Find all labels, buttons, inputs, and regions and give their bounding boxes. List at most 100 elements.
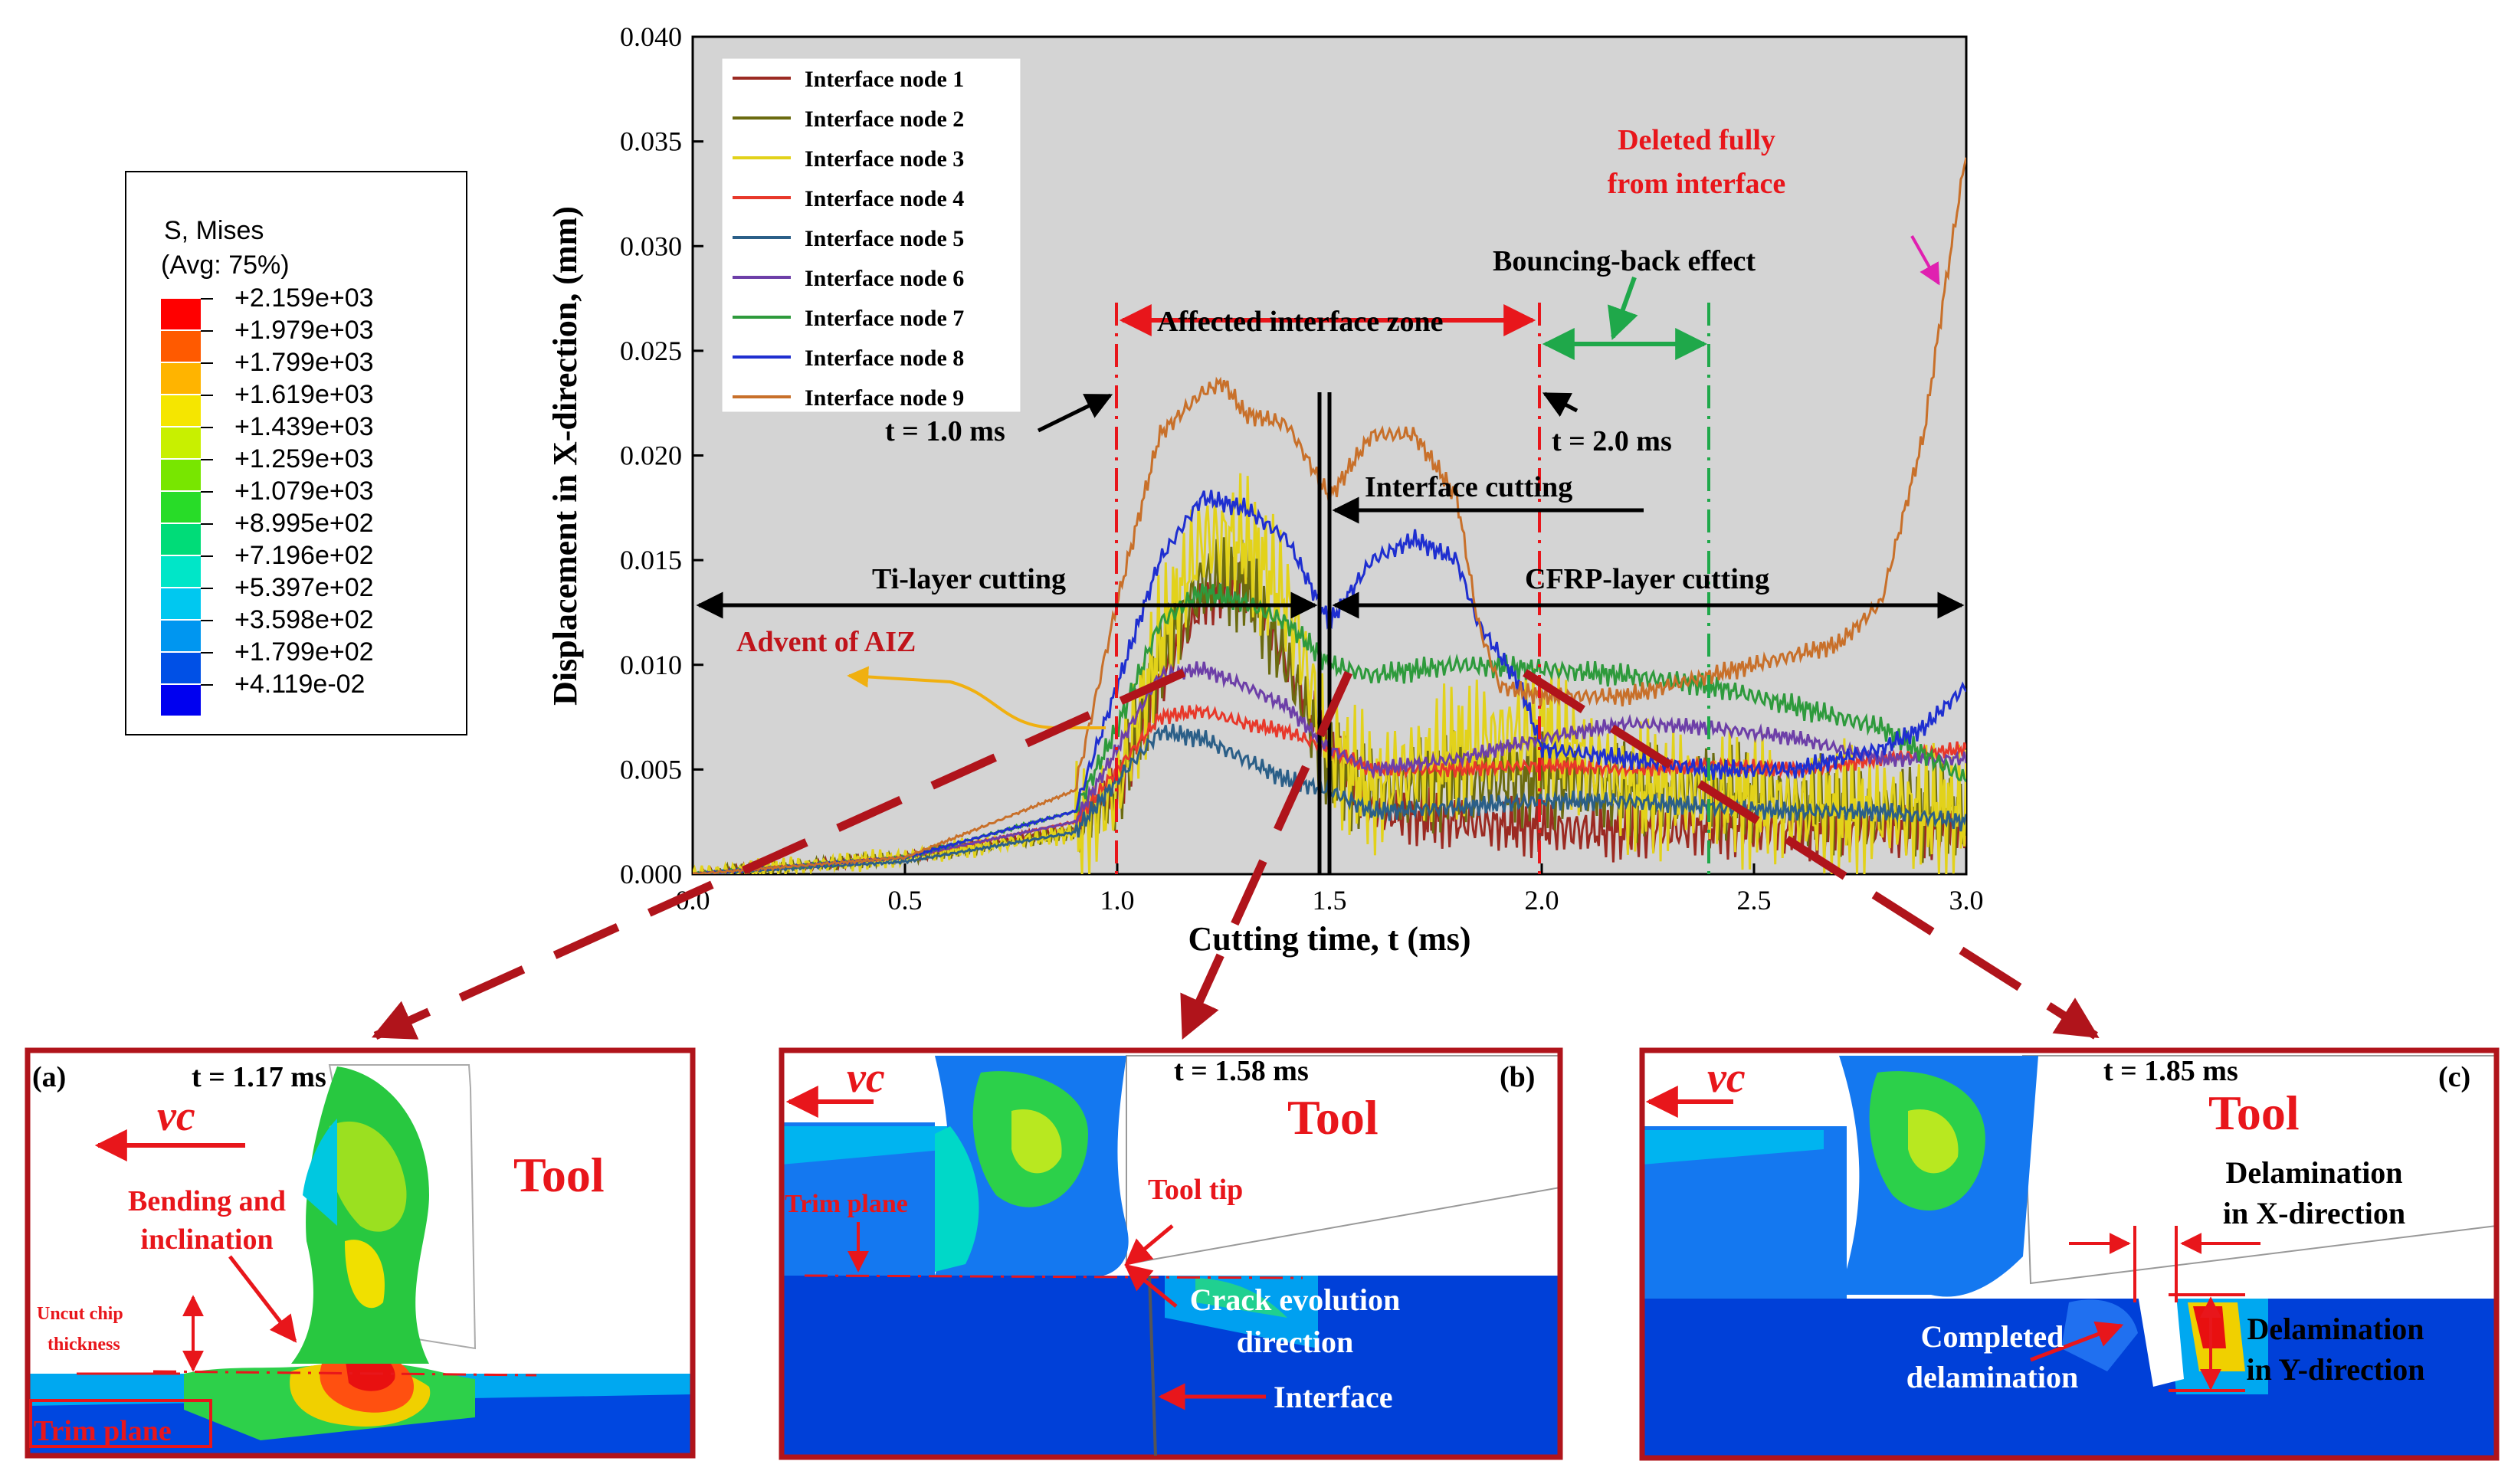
y-tick-label: 0.040 bbox=[620, 21, 682, 52]
x-tick-label: 3.0 bbox=[1949, 885, 1984, 916]
legend-level-label: +3.598e+02 bbox=[234, 605, 374, 634]
legend-level-label: +2.159e+03 bbox=[234, 283, 374, 313]
panel-b-crack-2: direction bbox=[1237, 1325, 1354, 1359]
legend-entry: Interface node 3 bbox=[805, 146, 964, 172]
panel-b-trim: Trim plane bbox=[785, 1190, 908, 1218]
legend-swatch bbox=[161, 428, 201, 458]
legend-swatch bbox=[161, 524, 201, 555]
deleted-pointer bbox=[1910, 235, 1940, 286]
panel-a-velocity: vc bbox=[157, 1093, 195, 1140]
deleted-label-1: Deleted fully bbox=[1618, 124, 1775, 156]
stress-legend: S, Mises (Avg: 75%) +2.159e+03 +1.979e+03… bbox=[125, 171, 467, 735]
legend-swatch bbox=[161, 395, 201, 426]
legend-subtitle: (Avg: 75%) bbox=[161, 251, 290, 280]
legend-entry: Interface node 9 bbox=[805, 385, 964, 411]
legend-entry: Interface node 5 bbox=[805, 226, 964, 251]
legend-level-label: +5.397e+02 bbox=[234, 573, 374, 602]
legend-entry: Interface node 7 bbox=[805, 306, 964, 331]
legend-swatch bbox=[161, 492, 201, 523]
legend-level-label: +1.799e+02 bbox=[234, 637, 374, 667]
x-tick-label: 1.5 bbox=[1313, 885, 1347, 916]
ti-layer-label: Ti-layer cutting bbox=[872, 563, 1066, 595]
series-legend: Interface node 1 Interface node 2 Interfac… bbox=[721, 57, 1021, 413]
panel-b-tool: Tool bbox=[1287, 1090, 1379, 1145]
x-tick-label: 2.0 bbox=[1525, 885, 1559, 916]
legend-entry: Interface node 1 bbox=[805, 67, 964, 92]
legend-swatch bbox=[161, 331, 201, 362]
y-axis-label: Displacement in X-direction, (mm) bbox=[546, 206, 584, 706]
panel-c-delamy-2: in Y-direction bbox=[2247, 1352, 2425, 1387]
affected-zone-label: Affected interface zone bbox=[1157, 306, 1443, 338]
y-tick-label: 0.035 bbox=[620, 126, 682, 157]
bounce-pointer bbox=[1608, 276, 1638, 340]
t2-label: t = 2.0 ms bbox=[1552, 425, 1672, 457]
panel-b-tooltip: Tool tip bbox=[1148, 1174, 1243, 1206]
panel-a-letter: (a) bbox=[32, 1061, 66, 1093]
x-tick-label: 2.5 bbox=[1737, 885, 1772, 916]
panel-b-velocity: vc bbox=[847, 1054, 885, 1102]
aiz-pointer bbox=[847, 666, 1106, 729]
panel-a-bending-2: inclination bbox=[140, 1224, 273, 1256]
y-tick-label: 0.025 bbox=[620, 336, 682, 366]
panel-a-uncut-2: thickness bbox=[48, 1335, 120, 1355]
panel-a: (a) t = 1.17 ms vc Tool Bending and incl… bbox=[25, 1047, 696, 1459]
panel-c-velocity: vc bbox=[1707, 1054, 1746, 1102]
panel-a-tool: Tool bbox=[513, 1148, 605, 1202]
x-tick-label: 1.0 bbox=[1100, 885, 1135, 916]
y-tick-label: 0.005 bbox=[620, 754, 682, 785]
panel-c-delamx-1: Delamination bbox=[2225, 1155, 2402, 1190]
panel-a-uncut-1: Uncut chip bbox=[37, 1304, 123, 1324]
panel-c-letter: (c) bbox=[2438, 1061, 2470, 1093]
panel-a-bending-1: Bending and bbox=[128, 1185, 286, 1217]
x-tick-label: 0.5 bbox=[888, 885, 923, 916]
t1-pointer bbox=[1037, 393, 1113, 433]
legend-level-label: +1.439e+03 bbox=[234, 412, 374, 441]
interface-cutting-label: Interface cutting bbox=[1365, 471, 1572, 503]
panel-c-delamy-1: Delamination bbox=[2247, 1312, 2424, 1346]
panel-c-time: t = 1.85 ms bbox=[2103, 1055, 2238, 1087]
legend-swatch bbox=[161, 460, 201, 490]
zoom-connectors bbox=[371, 668, 2100, 1040]
y-tick-label: 0.030 bbox=[620, 231, 682, 261]
panel-b-interface: Interface bbox=[1274, 1380, 1392, 1414]
t2-pointer bbox=[1542, 391, 1579, 418]
y-tick-label: 0.015 bbox=[620, 545, 682, 575]
legend-swatch bbox=[161, 653, 201, 683]
panel-b-crack-1: Crack evolution bbox=[1190, 1283, 1400, 1317]
bouncing-label: Bouncing-back effect bbox=[1493, 245, 1756, 277]
panel-a-time: t = 1.17 ms bbox=[192, 1061, 326, 1093]
aiz-label: Advent of AIZ bbox=[736, 626, 916, 658]
legend-entry: Interface node 4 bbox=[805, 186, 964, 211]
panel-c-complete-1: Completed bbox=[1921, 1319, 2064, 1354]
legend-swatch bbox=[161, 363, 201, 394]
legend-level-label: +7.196e+02 bbox=[234, 541, 374, 570]
legend-entry: Interface node 6 bbox=[805, 266, 964, 291]
legend-level-label: +1.619e+03 bbox=[234, 380, 374, 409]
main-chart: 0.0 0.5 1.0 1.5 2.0 2.5 3.00.0000.0050.0100.01… bbox=[546, 21, 1984, 958]
legend-swatch bbox=[161, 621, 201, 651]
legend-level-label: +1.259e+03 bbox=[234, 444, 374, 473]
legend-swatch bbox=[161, 299, 201, 329]
cfrp-layer-label: CFRP-layer cutting bbox=[1525, 563, 1769, 595]
panel-c-tool: Tool bbox=[2208, 1086, 2300, 1140]
legend-level-label: +1.979e+03 bbox=[234, 316, 374, 345]
legend-swatch bbox=[161, 556, 201, 587]
panel-c-complete-2: delamination bbox=[1906, 1360, 2078, 1394]
legend-entry: Interface node 8 bbox=[805, 346, 964, 371]
panel-b-letter: (b) bbox=[1500, 1061, 1535, 1093]
y-tick-label: 0.010 bbox=[620, 650, 682, 680]
y-tick-label: 0.020 bbox=[620, 441, 682, 471]
legend-level-label: +8.995e+02 bbox=[234, 509, 374, 538]
t1-label: t = 1.0 ms bbox=[885, 415, 1005, 447]
panel-a-trim: Trim plane bbox=[34, 1415, 172, 1447]
x-axis-label: Cutting time, t (ms) bbox=[1188, 920, 1470, 958]
panel-b-time: t = 1.58 ms bbox=[1174, 1055, 1309, 1087]
deleted-label-2: from interface bbox=[1608, 168, 1785, 200]
legend-swatch bbox=[161, 685, 201, 716]
panel-c: (c) t = 1.85 ms vc Tool Delamination in … bbox=[1639, 1047, 2500, 1461]
panel-c-delamx-2: in X-direction bbox=[2223, 1196, 2405, 1230]
legend-level-label: +1.799e+03 bbox=[234, 348, 374, 377]
y-tick-label: 0.000 bbox=[620, 859, 682, 889]
legend-level-label: +1.079e+03 bbox=[234, 477, 374, 506]
